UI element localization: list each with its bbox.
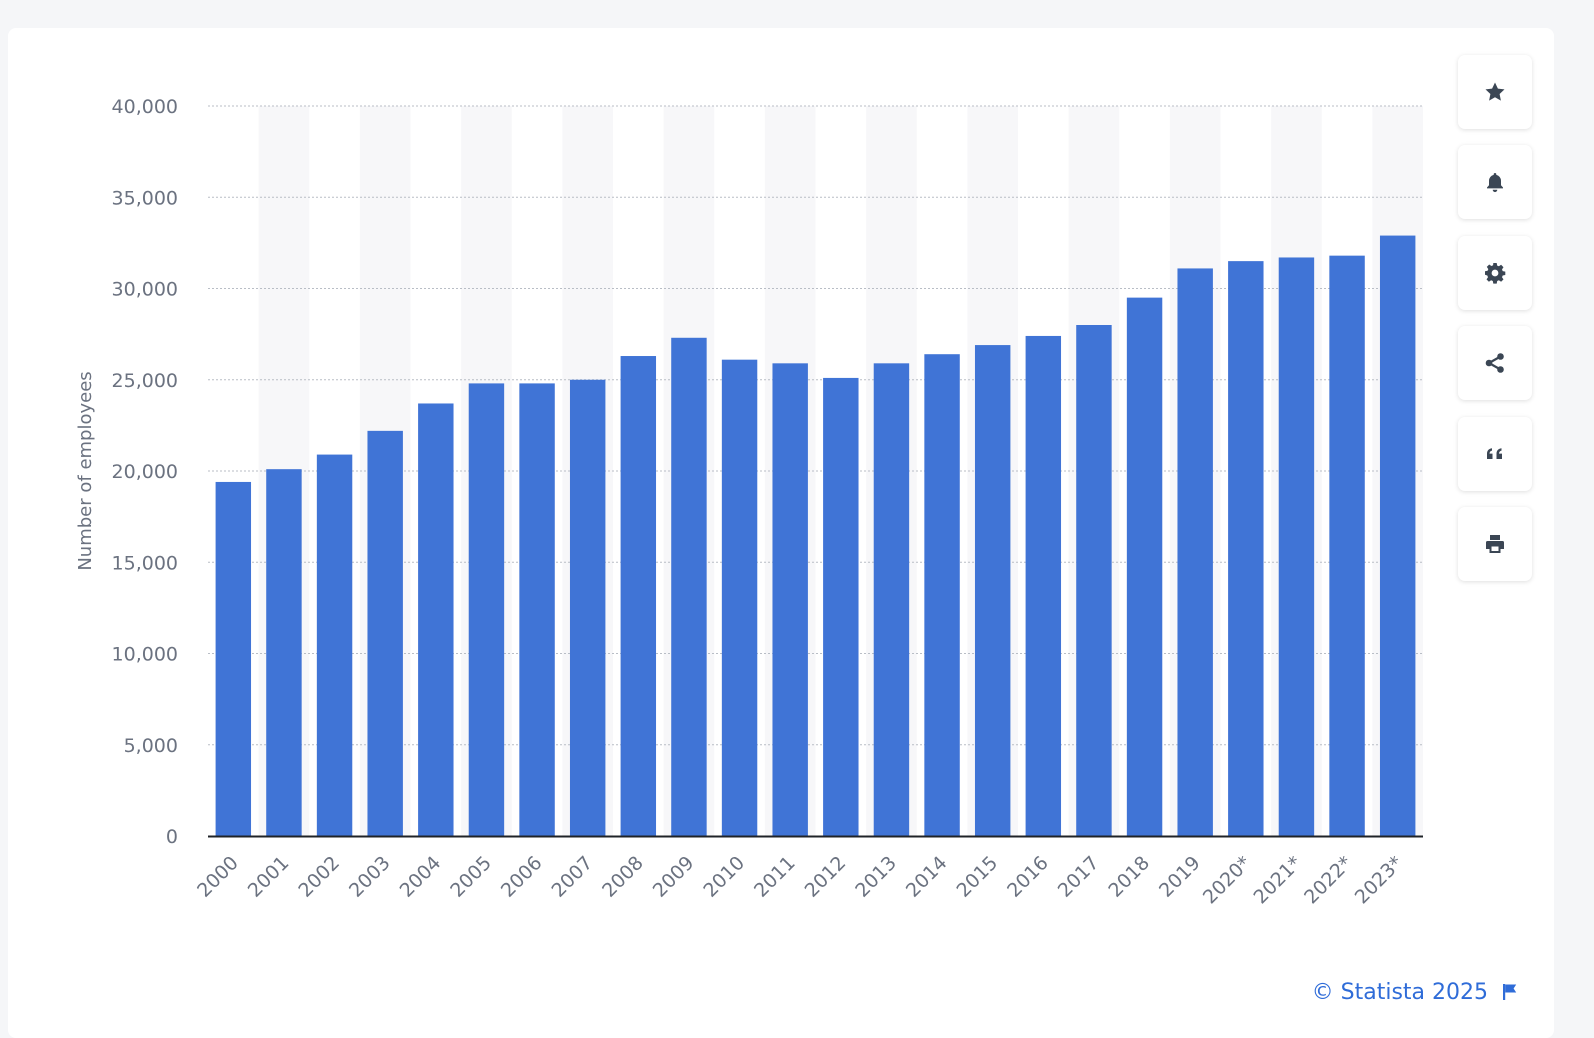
y-tick-label: 20,000 [112,461,178,483]
bar-2020 [1228,261,1264,836]
x-tick-label: 2009 [649,852,699,902]
y-tick-label: 10,000 [112,644,178,666]
x-tick-label: 2012 [801,852,851,902]
bar-2008 [620,356,657,836]
x-tick-label: 2015 [952,852,1002,902]
x-tick-label: 2013 [851,852,901,902]
bar-2003 [367,430,403,836]
flag-icon [1503,984,1517,1000]
print-icon [1486,535,1504,553]
y-tick-label: 35,000 [112,187,178,209]
bar-2009 [671,337,707,836]
x-tick-label: 2016 [1003,852,1053,902]
bar-2005 [468,383,505,836]
citation-button[interactable] [1458,417,1532,491]
share-button[interactable] [1458,326,1532,400]
x-tick-label: 2023* [1351,852,1407,908]
grid-lines [208,105,1423,746]
bar-2007 [569,379,606,836]
x-tick-label: 2003 [345,852,395,902]
bar-2021 [1278,257,1315,837]
y-axis-title: Number of employees [75,371,96,570]
x-tick-label: 2020* [1199,852,1255,908]
x-axis-ticks: 2000 2001 2002 2003 2004 2005 2006 2007 2008 2009… [193,852,1407,908]
bar-2014 [924,354,960,836]
bar-2013 [873,363,910,836]
y-tick-label: 15,000 [112,552,178,574]
gear-icon [1485,263,1506,284]
y-tick-label: 40,000 [112,96,178,118]
x-tick-label: 2018 [1104,852,1154,902]
bar-2011 [772,363,808,836]
settings-button[interactable] [1458,236,1532,310]
x-tick-label: 2007 [547,852,597,902]
x-tick-label: 2021* [1250,852,1306,908]
x-tick-label: 2010 [699,852,749,902]
star-icon [1485,82,1505,101]
favorite-button[interactable] [1458,55,1532,129]
x-tick-label: 2005 [446,852,496,902]
bar-2010 [721,359,758,836]
x-tick-label: 2000 [193,852,243,902]
x-tick-label: 2022* [1300,852,1356,908]
quote-icon [1487,448,1502,459]
x-tick-label: 2006 [497,852,547,902]
y-tick-label: 0 [166,826,178,848]
bar-2012 [823,377,859,836]
bell-icon [1487,173,1503,193]
x-tick-label: 2017 [1054,852,1104,902]
bar-2023 [1379,235,1416,836]
y-tick-label: 25,000 [112,370,178,392]
y-tick-label: 30,000 [112,279,178,301]
notification-button[interactable] [1458,145,1532,219]
x-tick-label: 2008 [598,852,648,902]
bar-2000 [215,481,252,836]
bar-2016 [1025,335,1062,836]
bar-2017 [1076,325,1112,836]
x-tick-label: 2019 [1155,852,1205,902]
bar-2006 [519,383,555,836]
x-tick-label: 2001 [244,852,294,902]
print-button[interactable] [1458,507,1532,581]
y-tick-label: 5,000 [124,735,178,757]
bars [215,235,1416,837]
bar-2001 [266,469,302,836]
share-icon [1485,353,1504,373]
bar-2018 [1126,297,1163,836]
credit-text: © Statista 2025 [1311,979,1488,1005]
bar-2004 [418,403,454,836]
x-tick-label: 2014 [902,852,952,902]
bar-2015 [974,345,1011,836]
bar-2022 [1329,255,1365,836]
x-tick-label: 2004 [396,852,446,902]
y-axis-ticks: 0 5,000 10,000 15,000 20,000 25,000 30,000 35,0… [112,96,178,848]
bar-2019 [1177,268,1213,836]
bar-2002 [316,454,353,836]
statista-credit-link[interactable]: © Statista 2025 [1240,976,1518,1008]
x-tick-label: 2011 [750,852,800,902]
x-tick-label: 2002 [294,852,344,902]
